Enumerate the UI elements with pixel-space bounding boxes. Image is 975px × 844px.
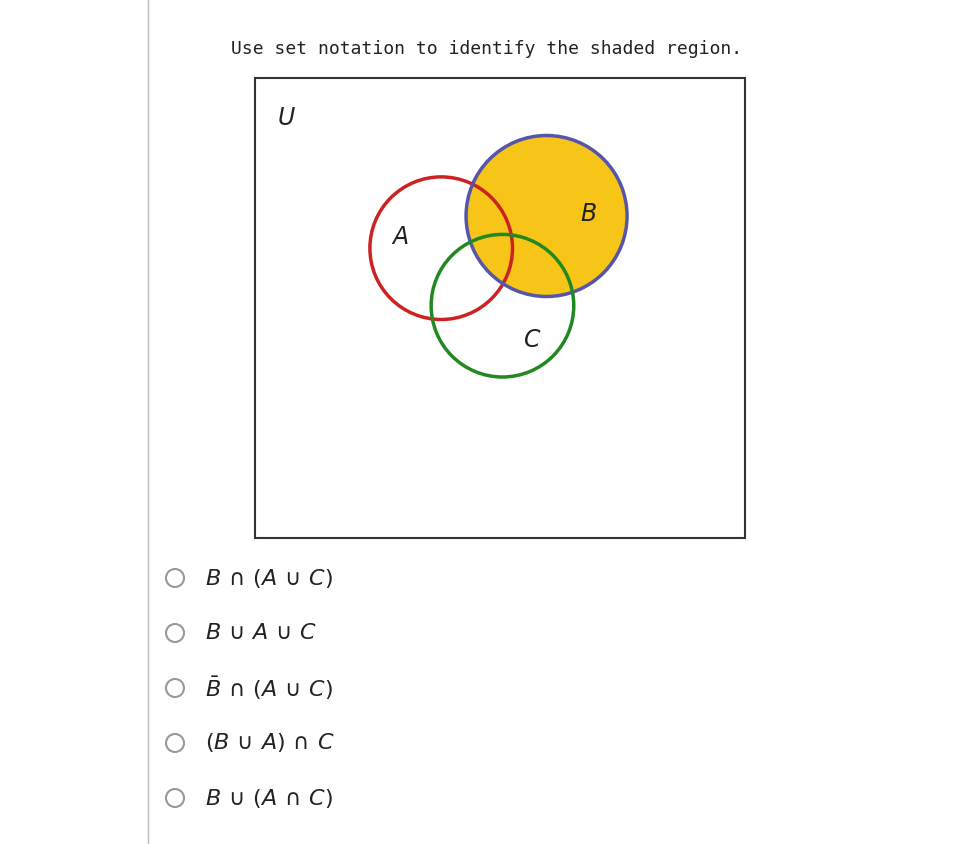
Text: $\bar{B}\,\cap\,(A\,\cup\,C)$: $\bar{B}\,\cap\,(A\,\cup\,C)$ (205, 674, 332, 701)
Text: $(B\,\cup\,A)\,\cap\,C$: $(B\,\cup\,A)\,\cap\,C$ (205, 732, 334, 755)
Text: $A$: $A$ (391, 225, 409, 249)
Text: $B\,\cap\,(A\,\cup\,C)$: $B\,\cap\,(A\,\cup\,C)$ (205, 566, 332, 589)
Text: $B\,\cup\,A\,\cup\,C$: $B\,\cup\,A\,\cup\,C$ (205, 623, 317, 643)
Text: $C$: $C$ (523, 328, 541, 352)
Text: $B\,\cup\,(A\,\cap\,C)$: $B\,\cup\,(A\,\cap\,C)$ (205, 787, 332, 809)
Text: Use set notation to identify the shaded region.: Use set notation to identify the shaded … (231, 40, 743, 58)
Text: $B$: $B$ (580, 202, 597, 225)
Text: $U$: $U$ (277, 106, 295, 130)
Bar (255, 78, 745, 538)
